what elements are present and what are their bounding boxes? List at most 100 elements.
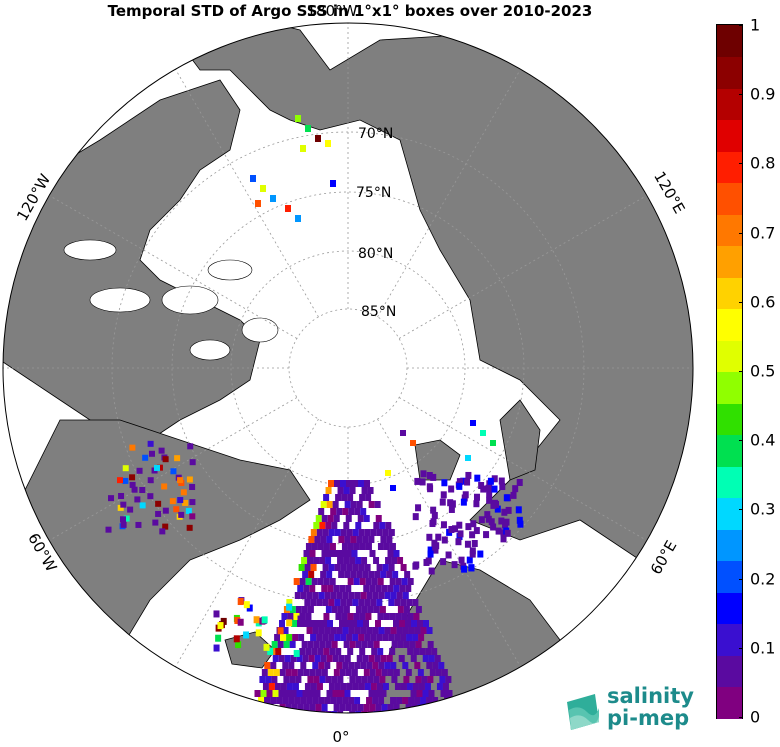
- std-cell: [452, 525, 459, 533]
- colorbar-tick: [739, 371, 743, 372]
- std-cell: [362, 536, 369, 543]
- std-cell: [242, 725, 248, 732]
- std-cell: [347, 578, 354, 585]
- std-cell: [282, 697, 289, 704]
- std-cell: [340, 529, 347, 536]
- std-cell: [276, 732, 282, 739]
- std-cell: [324, 697, 331, 704]
- std-cell: [312, 732, 318, 739]
- std-cell: [379, 606, 386, 613]
- std-cell: [421, 676, 428, 683]
- std-cell: [364, 480, 370, 487]
- std-cell: [393, 620, 399, 627]
- std-cell: [259, 711, 266, 713]
- std-cell: [321, 515, 328, 522]
- colorbar-tick-label: 0.8: [750, 153, 776, 173]
- std-cell: [465, 455, 471, 461]
- std-cell: [393, 585, 400, 592]
- std-cell: [312, 697, 319, 704]
- std-cell: [362, 571, 369, 578]
- std-cell: [428, 690, 435, 697]
- std-cell: [314, 690, 321, 697]
- std-cell: [295, 711, 302, 713]
- std-cell: [413, 613, 420, 620]
- std-cell: [267, 669, 274, 676]
- std-cell: [397, 557, 404, 564]
- std-cell: [381, 704, 388, 711]
- std-cell: [334, 634, 341, 641]
- std-cell: [345, 704, 352, 711]
- std-cell: [456, 521, 463, 529]
- std-cell: [389, 578, 396, 585]
- std-cell: [337, 676, 344, 683]
- colorbar-segment: [717, 277, 742, 309]
- std-cell: [279, 669, 286, 676]
- std-cell: [159, 528, 166, 535]
- std-cell: [352, 634, 359, 641]
- std-cell: [288, 697, 295, 704]
- std-cell: [384, 732, 390, 739]
- std-cell: [363, 620, 369, 627]
- std-cell: [412, 634, 419, 641]
- std-cell: [426, 697, 433, 704]
- std-cell: [427, 676, 434, 683]
- std-cell: [310, 564, 317, 571]
- std-cell: [318, 732, 324, 739]
- std-cell: [339, 550, 346, 557]
- std-cell: [292, 634, 299, 641]
- std-cell: [407, 613, 414, 620]
- std-cell: [380, 725, 386, 732]
- std-cell: [422, 690, 429, 697]
- std-cell: [310, 599, 317, 606]
- std-cell: [385, 470, 391, 476]
- std-cell: [353, 578, 360, 585]
- std-cell: [254, 690, 261, 697]
- std-cell: [323, 494, 330, 501]
- std-cell: [376, 683, 383, 690]
- std-cell: [307, 606, 314, 613]
- std-cell: [307, 557, 314, 564]
- std-cell: [484, 511, 491, 519]
- std-cell: [485, 515, 492, 523]
- std-cell: [373, 606, 380, 613]
- std-cell: [386, 655, 393, 662]
- std-cell: [366, 627, 373, 634]
- std-cell: [373, 676, 380, 683]
- std-cell: [439, 498, 446, 506]
- std-cell: [424, 683, 431, 690]
- std-cell: [344, 571, 351, 578]
- std-cell: [365, 578, 372, 585]
- std-cell: [333, 669, 340, 676]
- std-cell: [324, 627, 331, 634]
- std-cell: [338, 536, 345, 543]
- std-cell: [318, 592, 325, 599]
- std-cell: [447, 704, 454, 711]
- std-cell: [382, 634, 389, 641]
- std-cell: [427, 641, 434, 648]
- std-cell: [378, 732, 384, 739]
- std-cell: [360, 732, 366, 739]
- std-cell: [105, 526, 112, 533]
- std-cell: [277, 641, 284, 648]
- std-cell: [384, 627, 391, 634]
- std-cell: [290, 690, 297, 697]
- std-cell: [308, 536, 315, 543]
- std-cell: [309, 585, 316, 592]
- std-cell: [371, 578, 378, 585]
- std-cell: [289, 676, 296, 683]
- colorbar-segment: [717, 466, 742, 498]
- std-cell: [411, 704, 418, 711]
- std-cell: [401, 613, 408, 620]
- std-cell: [469, 531, 476, 539]
- std-cell: [321, 669, 328, 676]
- std-cell: [386, 571, 393, 578]
- std-cell: [416, 690, 423, 697]
- std-cell: [351, 704, 358, 711]
- std-cell: [331, 711, 338, 713]
- std-cell: [388, 599, 395, 606]
- std-cell: [410, 440, 416, 446]
- std-cell: [326, 690, 333, 697]
- std-cell: [263, 643, 270, 651]
- lat-label: 85°N: [361, 304, 396, 320]
- std-cell: [402, 662, 409, 669]
